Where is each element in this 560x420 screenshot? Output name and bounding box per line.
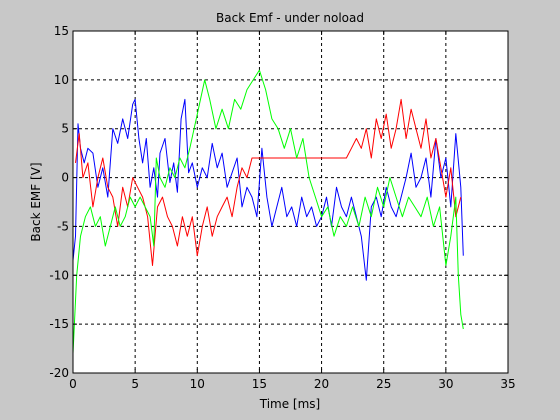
y-tick-label: 5 [61, 122, 69, 136]
series-line-3 [72, 69, 464, 354]
x-tick-label: 25 [376, 377, 391, 391]
y-tick-label: 10 [54, 73, 69, 87]
tick-marks [72, 30, 509, 374]
x-axis-label: Time [ms] [259, 397, 321, 411]
chart-title: Back Emf - under noload [216, 11, 364, 25]
y-axis-label: Back EMF [V] [29, 162, 43, 241]
y-tick-label: 15 [54, 24, 69, 38]
y-tick-label: -15 [49, 317, 69, 331]
series-line-2 [75, 98, 462, 266]
y-tick-label: 0 [61, 171, 69, 185]
x-tick-label: 10 [190, 377, 205, 391]
y-tick-label: -5 [57, 219, 69, 233]
x-tick-label: 30 [438, 377, 453, 391]
x-tick-label: 15 [252, 377, 267, 391]
plot-area [73, 31, 508, 373]
y-tick-labels: -20 -15 -10 -5 0 5 10 15 [49, 24, 69, 380]
x-tick-label: 35 [500, 377, 515, 391]
x-tick-label: 0 [69, 377, 77, 391]
series-line-1 [72, 98, 464, 281]
y-tick-label: -20 [49, 366, 69, 380]
x-tick-label: 5 [131, 377, 139, 391]
series-layer [72, 69, 464, 354]
x-tick-labels: 0 5 10 15 20 25 30 35 [69, 377, 515, 391]
y-tick-label: -10 [49, 268, 69, 282]
axes-box [72, 30, 509, 374]
x-tick-label: 20 [314, 377, 329, 391]
